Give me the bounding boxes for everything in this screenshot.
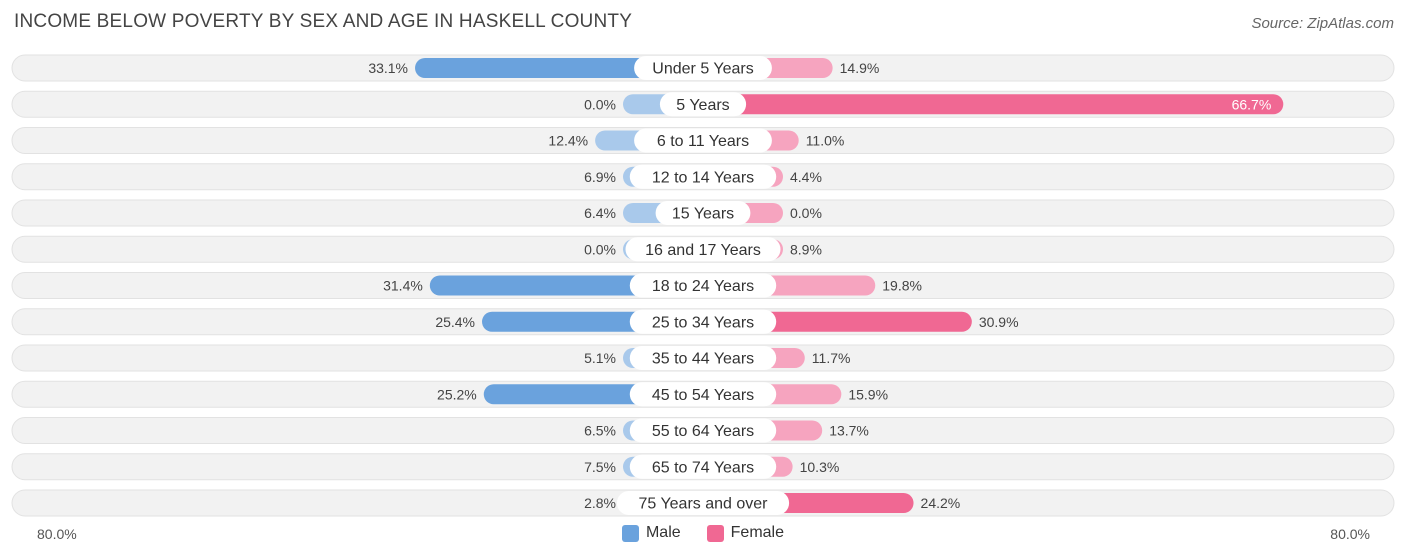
chart-row: 45 to 54 Years 25.2% 15.9%: [11, 380, 1395, 408]
category-pill: [629, 309, 777, 334]
chart-row: 12 to 14 Years 6.9% 4.4%: [11, 163, 1395, 191]
category-pill: [659, 92, 747, 117]
value-label-female: 11.7%: [812, 350, 851, 366]
category-pill: [629, 418, 777, 443]
value-label-male: 12.4%: [548, 133, 588, 149]
category-pill: [616, 491, 790, 515]
category-pill: [629, 164, 777, 189]
category-pill: [655, 201, 751, 225]
legend-label-female: Female: [730, 524, 785, 541]
value-label-female: 8.9%: [790, 241, 822, 257]
category-pill: [634, 56, 772, 80]
value-label-female: 24.2%: [921, 495, 961, 511]
value-label-male: 7.5%: [584, 459, 616, 475]
category-label: 55 to 64 Years: [652, 423, 754, 440]
chart-row: 5 Years 0.0% 66.7%: [11, 90, 1395, 118]
value-label-male: 6.4%: [584, 205, 616, 221]
axis-right-label: 80.0%: [1330, 526, 1370, 542]
axis-left-label: 80.0%: [37, 526, 77, 542]
category-pill: [629, 273, 777, 298]
category-label: 45 to 54 Years: [652, 387, 754, 404]
category-label: 18 to 24 Years: [652, 278, 754, 295]
category-label: 15 Years: [672, 206, 734, 223]
category-pill: [629, 382, 777, 407]
chart-row: 16 and 17 Years 0.0% 8.9%: [11, 235, 1395, 263]
value-label-female: 4.4%: [790, 169, 822, 185]
category-label: 12 to 14 Years: [652, 169, 754, 186]
chart-row: 75 Years and over 2.8% 24.2%: [11, 489, 1395, 517]
legend-item-male[interactable]: Male: [621, 524, 681, 542]
legend-swatch-male: [621, 524, 639, 542]
value-label-male: 25.4%: [435, 314, 475, 330]
category-label: 16 and 17 Years: [645, 242, 761, 259]
value-label-female: 11.0%: [806, 133, 845, 149]
value-label-female: 15.9%: [848, 386, 888, 402]
category-pill: [625, 237, 781, 262]
bar-male[interactable]: [415, 58, 703, 78]
value-label-male: 6.5%: [584, 423, 616, 439]
chart-row: 25 to 34 Years 25.4% 30.9%: [11, 308, 1395, 336]
category-label: Under 5 Years: [652, 61, 753, 78]
value-label-female: 30.9%: [979, 314, 1019, 330]
legend: Male Female: [0, 524, 1406, 542]
category-label: 65 to 74 Years: [652, 459, 754, 476]
chart-canvas: Under 5 Years 33.1% 14.9% 5 Years 0.0% 66.7% 6…: [11, 54, 1395, 517]
chart-row: 6 to 11 Years 12.4% 11.0%: [11, 127, 1395, 154]
value-label-male: 0.0%: [584, 96, 616, 112]
category-label: 6 to 11 Years: [657, 133, 749, 150]
legend-label-male: Male: [645, 524, 681, 541]
chart-row: 15 Years 6.4% 0.0%: [11, 199, 1395, 227]
category-label: 25 to 34 Years: [652, 314, 754, 331]
category-label: 35 to 44 Years: [652, 351, 754, 368]
value-label-male: 25.2%: [437, 386, 477, 402]
source-credit: Source: ZipAtlas.com: [1251, 15, 1394, 32]
value-label-male: 2.8%: [584, 495, 616, 511]
value-label-male: 0.0%: [584, 241, 616, 257]
value-label-male: 33.1%: [368, 60, 408, 76]
category-label: 5 Years: [676, 97, 729, 114]
category-pill: [629, 346, 777, 370]
chart-row: 18 to 24 Years 31.4% 19.8%: [11, 272, 1395, 299]
value-label-female: 10.3%: [800, 459, 840, 475]
chart-row: 65 to 74 Years 7.5% 10.3%: [11, 453, 1395, 481]
legend-swatch-female: [706, 524, 724, 542]
chart-row: 55 to 64 Years 6.5% 13.7%: [11, 417, 1395, 444]
value-label-male: 31.4%: [383, 278, 423, 294]
legend-item-female[interactable]: Female: [706, 524, 785, 542]
category-pill: [629, 454, 777, 479]
value-label-female: 19.8%: [882, 278, 922, 294]
value-label-female: 13.7%: [829, 423, 869, 439]
value-label-female: 0.0%: [790, 205, 822, 221]
bar-female[interactable]: [703, 94, 1284, 115]
value-label-female: 14.9%: [840, 60, 880, 76]
chart-row: 35 to 44 Years 5.1% 11.7%: [11, 344, 1395, 372]
chart-title: INCOME BELOW POVERTY BY SEX AND AGE IN H…: [14, 11, 633, 32]
value-label-male: 6.9%: [584, 169, 616, 185]
chart-row: Under 5 Years 33.1% 14.9%: [11, 54, 1395, 82]
category-pill: [634, 128, 772, 153]
value-label-male: 5.1%: [584, 350, 616, 366]
value-label-female: 66.7%: [1232, 96, 1272, 112]
category-label: 75 Years and over: [639, 496, 769, 513]
